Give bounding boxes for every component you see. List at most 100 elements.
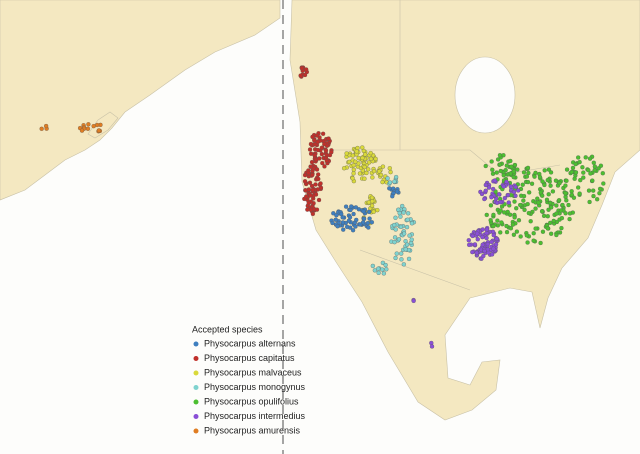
occurrence-dot [403, 247, 408, 252]
occurrence-dot [509, 164, 514, 169]
occurrence-dot [504, 179, 509, 185]
occurrence-dot [527, 190, 532, 195]
occurrence-dot [547, 200, 553, 206]
occurrence-dot [484, 212, 489, 218]
occurrence-dot [369, 203, 375, 208]
occurrence-dot [363, 152, 368, 157]
occurrence-dot [353, 205, 359, 210]
occurrence-dot [494, 170, 499, 175]
occurrence-dot [475, 237, 480, 242]
occurrence-dot [576, 185, 581, 190]
occurrence-dot [548, 183, 553, 188]
occurrence-dot [591, 188, 596, 193]
occurrence-dot [356, 155, 361, 161]
occurrence-dot [316, 197, 322, 203]
occurrence-dot [567, 216, 572, 222]
occurrence-dot [564, 198, 569, 203]
occurrence-dot [532, 174, 537, 179]
occurrence-dot [541, 213, 547, 219]
occurrence-dot [333, 217, 338, 222]
occurrence-dot [409, 237, 414, 242]
legend-dot [193, 385, 199, 390]
occurrence-dot [525, 165, 531, 171]
occurrence-dot [306, 170, 311, 176]
occurrence-dot [573, 161, 578, 167]
occurrence-dot [353, 159, 358, 164]
occurrence-dot [390, 194, 395, 199]
occurrence-dot [401, 231, 407, 236]
occurrence-dot [399, 257, 404, 262]
occurrence-dot [346, 218, 352, 223]
occurrence-dot [314, 133, 320, 138]
occurrence-dots [39, 65, 606, 349]
occurrence-dot [520, 182, 525, 187]
occurrence-dot [490, 167, 495, 172]
occurrence-dot [79, 128, 85, 133]
occurrence-dot [319, 145, 324, 150]
occurrence-dot [484, 230, 489, 236]
occurrence-dot [305, 207, 310, 212]
occurrence-dot [387, 180, 393, 185]
occurrence-dot [348, 207, 353, 213]
occurrence-dot [387, 186, 392, 191]
occurrence-dot [323, 148, 329, 153]
occurrence-dot [531, 238, 536, 243]
occurrence-dot [601, 181, 606, 186]
japan [87, 111, 119, 139]
occurrence-dot [531, 231, 536, 236]
occurrence-dot [508, 158, 513, 164]
borders [330, 0, 561, 291]
occurrence-dot [316, 176, 321, 182]
occurrence-dot [513, 193, 518, 198]
occurrence-dot [393, 255, 398, 261]
occurrence-dot [401, 262, 406, 267]
occurrence-dot [320, 160, 325, 166]
occurrence-dot [511, 189, 517, 195]
occurrence-dot [368, 150, 373, 156]
occurrence-dot [501, 184, 506, 189]
occurrence-dot [387, 166, 392, 171]
occurrence-dot [508, 184, 513, 189]
occurrence-dot [567, 211, 573, 216]
occurrence-dot [533, 206, 538, 211]
occurrence-dot [586, 168, 591, 173]
occurrence-dot [362, 176, 367, 181]
occurrence-dot [331, 211, 336, 216]
occurrence-dot [360, 145, 365, 150]
occurrence-dot [512, 162, 518, 168]
occurrence-dot [409, 221, 415, 226]
occurrence-dot [542, 182, 547, 188]
occurrence-dot [481, 253, 486, 259]
occurrence-dot [350, 228, 356, 233]
occurrence-dot [491, 186, 496, 192]
occurrence-dot [353, 224, 358, 229]
occurrence-dot [536, 200, 541, 205]
occurrence-dot [380, 164, 386, 169]
occurrence-dot [516, 188, 521, 193]
occurrence-dot [545, 177, 550, 183]
occurrence-dot [398, 224, 404, 230]
occurrence-dot [518, 234, 523, 239]
occurrence-dot [525, 179, 531, 185]
occurrence-dot [591, 160, 596, 165]
occurrence-dot [488, 218, 493, 223]
occurrence-dot [557, 181, 562, 186]
occurrence-dot [506, 200, 511, 205]
occurrence-dot [576, 155, 581, 160]
occurrence-dot [493, 242, 499, 247]
occurrence-dot [546, 192, 551, 197]
occurrence-dot [502, 195, 508, 201]
occurrence-dot [394, 251, 399, 256]
occurrence-dot [351, 167, 356, 172]
occurrence-dot [307, 147, 313, 152]
occurrence-dot [366, 167, 371, 172]
occurrence-dot [587, 199, 592, 205]
occurrence-dot [511, 232, 517, 237]
legend-dot [193, 399, 199, 405]
occurrence-dot [504, 163, 509, 168]
occurrence-dot [360, 155, 365, 161]
occurrence-dot [466, 238, 471, 243]
occurrence-dot [503, 167, 508, 173]
occurrence-dot [566, 202, 571, 208]
occurrence-dot [526, 170, 531, 176]
